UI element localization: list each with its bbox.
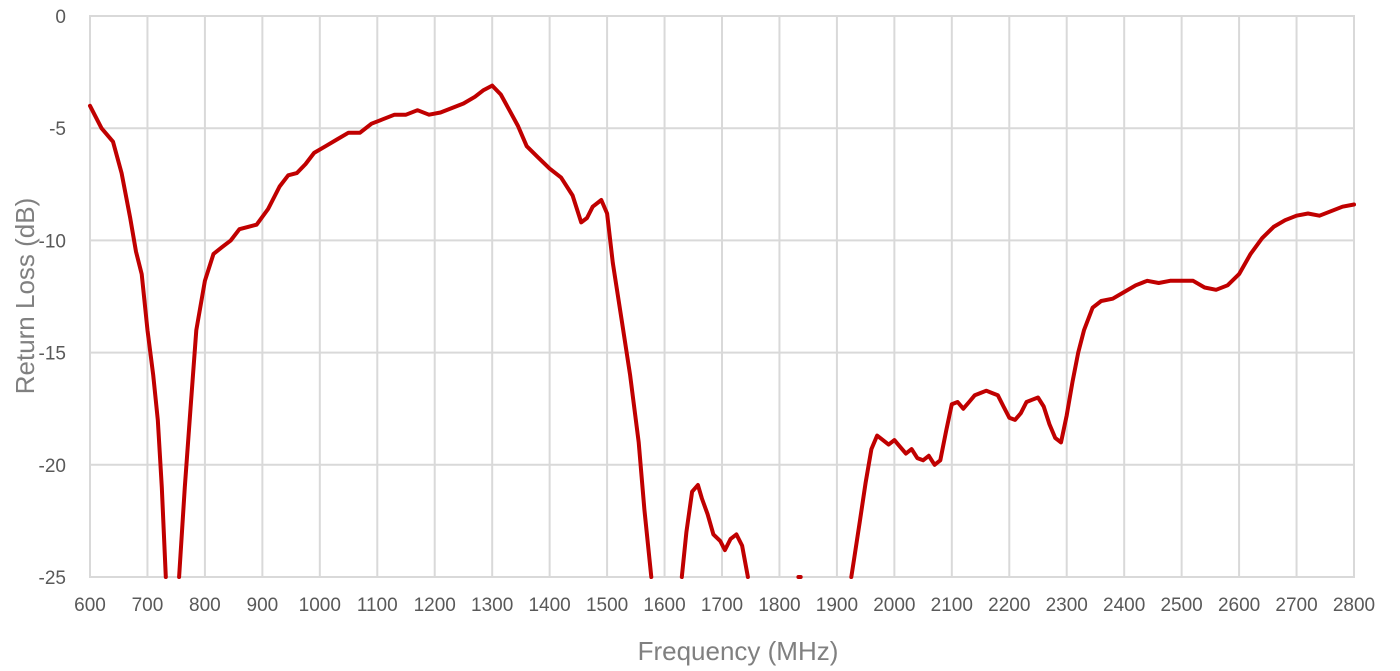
x-tick-label: 1200 <box>414 595 456 616</box>
series-line-segment <box>88 103 168 579</box>
x-axis-ticks: 600 700 800 900 1000 1100 1200 1300 1400 1500 1600… <box>74 595 1375 616</box>
x-tick-label: 800 <box>189 595 221 616</box>
x-tick-label: 1300 <box>471 595 513 616</box>
series-layer <box>88 83 1356 579</box>
x-tick-label: 2400 <box>1103 595 1145 616</box>
x-tick-label: 1100 <box>357 595 398 616</box>
y-tick-label: -5 <box>49 119 66 140</box>
x-tick-label: 1600 <box>643 595 685 616</box>
x-tick-label: 700 <box>132 595 164 616</box>
x-tick-label: 1700 <box>701 595 743 616</box>
x-tick-label: 2500 <box>1160 595 1202 616</box>
x-tick-label: 600 <box>74 595 106 616</box>
x-tick-label: 1900 <box>816 595 858 616</box>
x-tick-label: 2300 <box>1046 595 1088 616</box>
x-tick-label: 2700 <box>1275 595 1317 616</box>
gridlines <box>89 15 1355 578</box>
x-tick-label: 2600 <box>1218 595 1260 616</box>
x-tick-label: 1000 <box>299 595 341 616</box>
series-line-segment <box>177 83 654 579</box>
plot-area <box>89 15 1355 578</box>
x-tick-label: 2200 <box>988 595 1030 616</box>
x-tick-label: 900 <box>247 595 279 616</box>
y-tick-label: -20 <box>39 456 66 477</box>
y-tick-label: -10 <box>39 231 66 252</box>
x-tick-label: 1400 <box>528 595 570 616</box>
x-tick-label: 1500 <box>586 595 628 616</box>
x-tick-label: 2100 <box>931 595 973 616</box>
series-line-segment <box>849 202 1356 579</box>
x-tick-label: 2800 <box>1333 595 1375 616</box>
y-tick-label: -15 <box>39 344 66 365</box>
y-tick-label: -25 <box>39 568 66 589</box>
y-axis-ticks: 0 -5 -10 -15 -20 -25 <box>39 7 66 589</box>
x-tick-label: 2000 <box>873 595 915 616</box>
y-tick-label: 0 <box>55 7 66 28</box>
y-axis-title: Return Loss (dB) <box>10 198 40 395</box>
x-tick-label: 1800 <box>758 595 800 616</box>
series-line-segment <box>679 483 750 579</box>
x-axis-title: Frequency (MHz) <box>638 636 839 666</box>
